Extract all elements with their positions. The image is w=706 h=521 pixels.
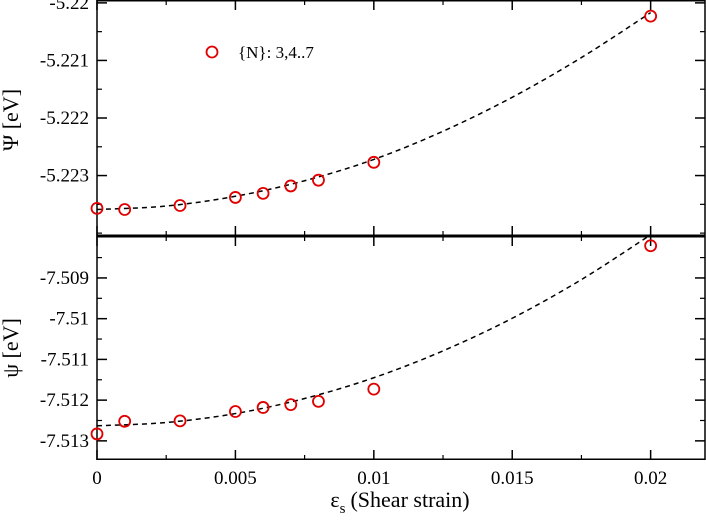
xlabel-subscript: s bbox=[340, 501, 346, 517]
data-point bbox=[644, 9, 658, 23]
x-tick-label: 0.02 bbox=[634, 468, 667, 489]
data-point bbox=[312, 394, 325, 408]
data-point bbox=[229, 405, 242, 418]
data-point bbox=[284, 398, 298, 412]
x-tick-label: 0.01 bbox=[357, 468, 390, 489]
xlabel: εs (Shear strain) bbox=[330, 487, 469, 517]
y-tick-label: -7.509 bbox=[40, 268, 89, 289]
y-tick-label: -5.222 bbox=[40, 108, 89, 129]
plot-frame bbox=[96, 236, 706, 460]
data-point bbox=[367, 155, 381, 169]
data-point bbox=[644, 239, 658, 253]
data-point bbox=[90, 201, 104, 215]
y-tick-label: -7.513 bbox=[40, 431, 89, 452]
xlabel-symbol: ε bbox=[330, 487, 339, 512]
legend-marker bbox=[205, 45, 219, 59]
top-ylabel: Ψ [eV] bbox=[0, 89, 23, 151]
y-tick-label: -7.512 bbox=[40, 390, 89, 411]
data-point bbox=[284, 179, 298, 193]
data-point bbox=[229, 191, 242, 204]
x-tick-label: 0.005 bbox=[214, 468, 257, 489]
legend: {N}: 3,4..7 bbox=[205, 43, 314, 62]
xlabel-text: (Shear strain) bbox=[350, 487, 469, 512]
y-tick-label: -5.223 bbox=[40, 166, 89, 187]
data-point bbox=[173, 414, 187, 428]
data-point bbox=[90, 427, 104, 441]
x-tick-label: 0 bbox=[92, 468, 102, 489]
data-point bbox=[312, 173, 325, 187]
y-tick-label: -7.511 bbox=[41, 349, 89, 370]
y-tick-label: -7.51 bbox=[49, 309, 89, 330]
data-point bbox=[118, 203, 132, 216]
top-panel: -5.22 -5.221 -5.222 -5.223 bbox=[40, 0, 706, 236]
x-tick-label: 0.015 bbox=[491, 468, 534, 489]
y-tick-label: -5.22 bbox=[49, 0, 89, 14]
data-point bbox=[256, 401, 270, 414]
y-tick-label: -5.221 bbox=[40, 50, 89, 71]
fit-curve bbox=[96, 234, 652, 427]
data-point bbox=[256, 187, 270, 200]
legend-label: {N}: 3,4..7 bbox=[238, 43, 314, 62]
data-point bbox=[367, 382, 381, 396]
data-point bbox=[118, 414, 132, 428]
bottom-ylabel: ψ [eV] bbox=[0, 318, 23, 378]
data-point bbox=[173, 199, 187, 212]
fit-curve bbox=[96, 12, 652, 211]
